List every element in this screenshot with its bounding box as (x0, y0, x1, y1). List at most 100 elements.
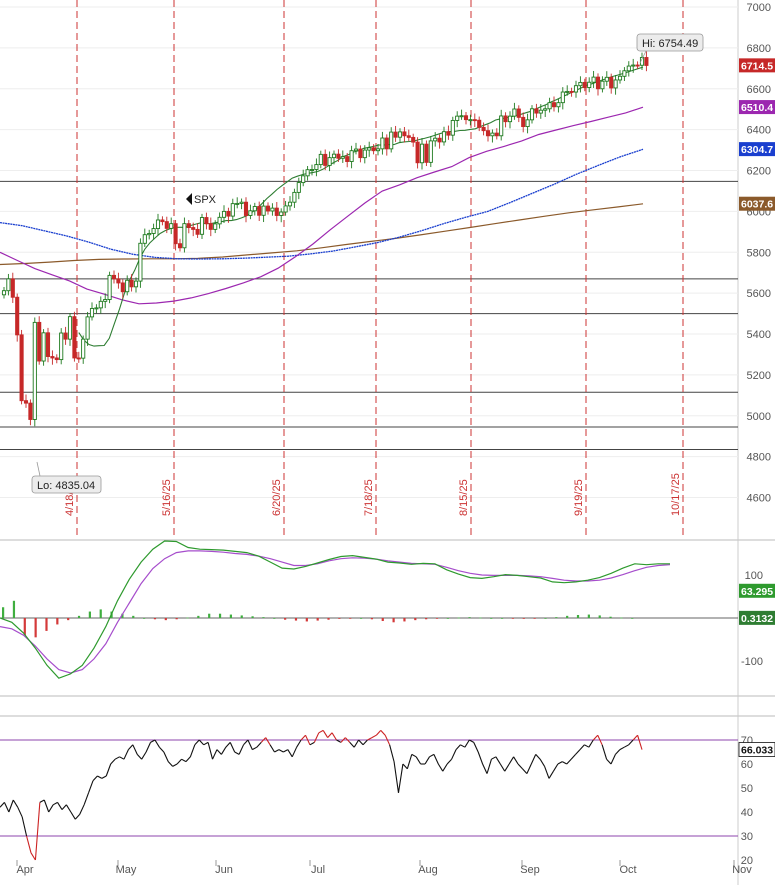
candle-body (270, 207, 275, 212)
rsi-segment (371, 734, 377, 739)
rsi-segment (176, 758, 182, 765)
osc-signal-tag-bg (739, 610, 775, 625)
candle-body (213, 223, 218, 230)
candle-body (428, 140, 433, 163)
candle-body (477, 119, 482, 128)
osc-fast-line (0, 540, 670, 679)
candle-body (635, 64, 640, 67)
rsi-segment (291, 746, 298, 758)
rsi-segment (181, 758, 187, 763)
candle-body (59, 332, 64, 361)
osc-histogram-bar (457, 617, 460, 619)
candle-body (195, 228, 200, 235)
symbol-label: SPX (194, 194, 217, 206)
rsi-segment (39, 799, 45, 803)
candle-body (534, 108, 539, 114)
rsi-segment (88, 780, 94, 793)
rsi-segment (150, 739, 156, 743)
month-label: May (116, 864, 137, 876)
ma50-line (0, 106, 644, 305)
osc-histogram-bar (45, 618, 48, 631)
rsi-segment (207, 742, 214, 760)
osc-fast-tag-bg (739, 583, 775, 598)
rsi-segment (198, 739, 205, 746)
rsi-segment (437, 763, 444, 772)
osc-fast-tag: 63.295 (741, 586, 773, 598)
candle-body (279, 211, 284, 216)
high-annotation: Hi: 6754.49 (636, 33, 704, 64)
rsi-segment (322, 730, 329, 738)
osc-histogram-bar (77, 615, 81, 618)
candle-body (103, 299, 108, 302)
rsi-segment (114, 756, 120, 760)
rsi-segment (119, 756, 125, 760)
osc-histogram-bar (392, 618, 395, 623)
candle-body (375, 148, 381, 152)
candle-body (182, 223, 187, 249)
rsi-segment (110, 758, 116, 765)
rsi-tag: 66.033 (741, 745, 773, 757)
price-tick-label: 5000 (747, 411, 771, 423)
osc-histogram-bar (251, 616, 254, 618)
date-marker-label: 6/20/25 (271, 479, 283, 516)
candle-body (543, 108, 548, 111)
candle-body (384, 137, 389, 150)
high-label: Hi: 6754.49 (642, 38, 698, 50)
candle-body (45, 332, 51, 357)
rsi-segment (136, 754, 143, 760)
candle-body (239, 201, 244, 204)
osc-histogram-bar (511, 618, 515, 619)
candle-body (169, 223, 174, 229)
rsi-segment (442, 763, 448, 772)
rsi-segment (601, 744, 608, 760)
price-tag-ma50-bg (739, 100, 775, 115)
osc-histogram-bar (522, 618, 525, 619)
candle-body (367, 147, 372, 151)
rsi-segment (389, 744, 395, 762)
candle-body (582, 81, 587, 88)
price-tick-label: 6800 (747, 43, 771, 55)
candle-body (111, 274, 117, 280)
candle-body (217, 216, 222, 225)
candle-body (490, 132, 495, 137)
date-marker-label: 8/15/25 (458, 479, 470, 516)
rsi-tick-label: 30 (741, 831, 753, 843)
candle-body (323, 153, 328, 166)
candle-body (177, 243, 183, 249)
rsi-segment (460, 744, 466, 748)
candle-body (10, 278, 15, 298)
rsi-tick-label: 50 (741, 783, 753, 795)
rsi-segment (619, 746, 625, 751)
osc-histogram-bar (186, 617, 189, 619)
osc-histogram-bar (175, 618, 178, 620)
candle-body (160, 219, 165, 223)
candle-body (362, 149, 367, 159)
rsi-segment (548, 770, 554, 779)
rsi-tick-label: 40 (741, 807, 753, 819)
candle-body (76, 357, 81, 360)
candle-body (512, 108, 517, 117)
rsi-segment (26, 835, 32, 853)
rsi-segment (247, 739, 253, 750)
price-tick-label: 6600 (747, 84, 771, 96)
candle-body (147, 233, 152, 236)
osc-tick-label: -100 (741, 656, 763, 668)
month-label: Oct (619, 864, 636, 876)
rsi-segment (83, 792, 90, 805)
candle-body (199, 217, 205, 235)
candle-body (573, 85, 579, 93)
rsi-segment (615, 749, 621, 755)
osc-histogram-bar (327, 618, 330, 620)
candle-body (221, 210, 227, 218)
rsi-segment (575, 749, 581, 755)
month-label: Nov (732, 864, 752, 876)
candle-body (402, 131, 407, 137)
axes: 7000680066006400620060005800560054005200… (16, 2, 771, 876)
rsi-segment (624, 744, 629, 748)
osc-histogram-bar (164, 618, 167, 621)
candle-body (353, 148, 359, 152)
ma100-line (0, 148, 644, 260)
rsi-segment (30, 852, 36, 861)
osc-histogram-bar (587, 614, 590, 618)
osc-histogram-bar (479, 617, 482, 619)
